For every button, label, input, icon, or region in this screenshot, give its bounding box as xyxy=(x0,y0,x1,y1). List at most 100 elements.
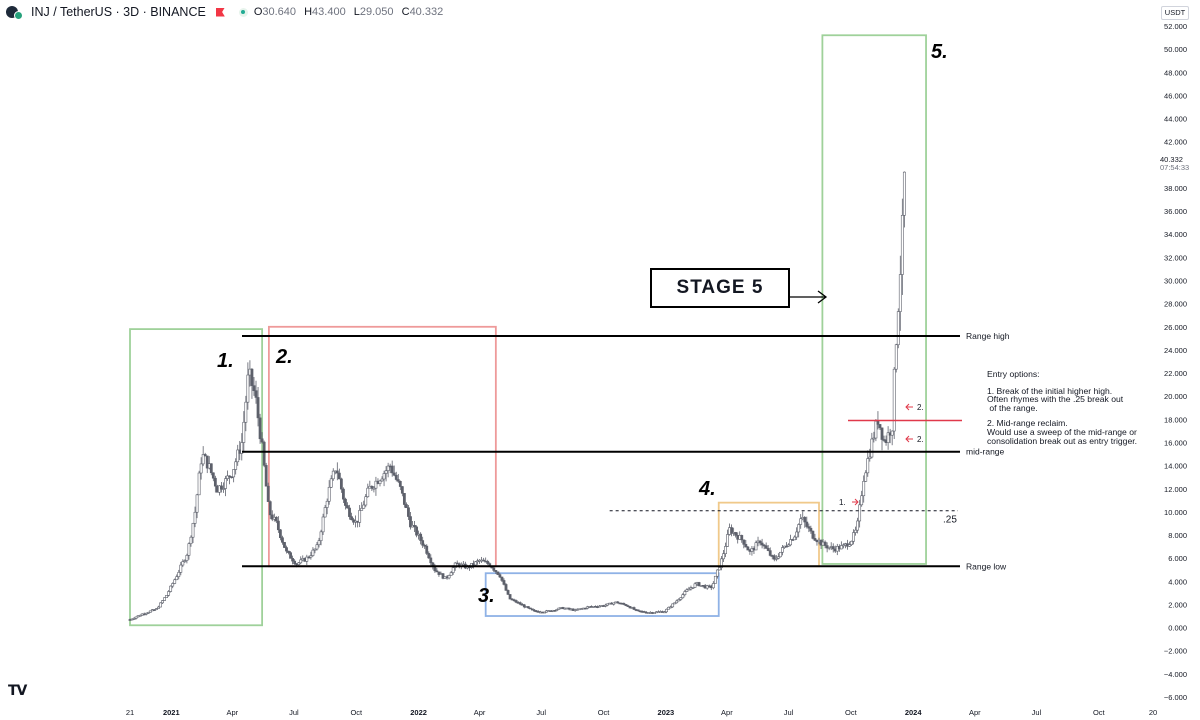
stage-4-number: 4. xyxy=(698,478,716,500)
candle-body xyxy=(797,524,801,533)
candle-body xyxy=(370,485,374,489)
candle-body xyxy=(671,603,675,608)
candle-body xyxy=(167,591,171,596)
candle-body xyxy=(185,555,189,561)
candle-body xyxy=(405,504,408,509)
y-tick-label: 8.000 xyxy=(1168,531,1187,540)
candle-body xyxy=(724,546,727,554)
candle-body xyxy=(632,607,636,610)
candle-body xyxy=(244,401,248,423)
candle-body xyxy=(173,579,177,584)
candle-body xyxy=(360,507,364,511)
candle-body xyxy=(754,542,758,551)
candle-body xyxy=(809,527,813,532)
candle-body xyxy=(841,544,845,547)
candle-body xyxy=(850,540,853,545)
candle-body xyxy=(758,540,762,544)
candle-body xyxy=(531,608,534,611)
x-tick-label: Jul xyxy=(1032,708,1042,717)
candle-body xyxy=(262,441,266,466)
currency-selector[interactable]: USDT xyxy=(1161,6,1189,20)
candle-body xyxy=(854,529,857,533)
candle-body xyxy=(805,521,809,527)
candle-body xyxy=(226,475,229,479)
candle-body xyxy=(183,560,187,562)
x-tick-label: 20 xyxy=(1149,708,1157,717)
candle-body xyxy=(155,608,158,610)
y-tick-label: 44.000 xyxy=(1164,115,1187,124)
candle-body xyxy=(793,536,797,541)
y-tick-label: 36.000 xyxy=(1164,207,1187,216)
market-status-icon[interactable] xyxy=(238,7,248,17)
x-tick-label: Jul xyxy=(784,708,794,717)
candle-body xyxy=(398,481,402,487)
ohlc-values: O30.640 H43.400 L29.050 C40.332 xyxy=(254,6,448,18)
quarter-level-label: .25 xyxy=(943,515,957,526)
y-tick-label: 50.000 xyxy=(1164,45,1187,54)
y-tick-label: −2.000 xyxy=(1164,647,1187,656)
symbol-header[interactable]: INJ / TetherUS · 3D · BINANCE O30.640 H4… xyxy=(6,4,448,20)
stage-3-number: 3. xyxy=(478,585,495,607)
candle-body xyxy=(813,538,817,541)
candle-body xyxy=(407,507,410,517)
candle-body xyxy=(337,472,341,480)
flag-icon[interactable] xyxy=(215,7,225,17)
candle-body xyxy=(421,540,425,546)
candle-body xyxy=(240,442,244,454)
candle-body xyxy=(171,583,175,587)
entry-marker-label: 2. xyxy=(917,403,924,412)
candle-body xyxy=(311,549,315,556)
candle-body xyxy=(683,591,687,595)
entry-note-line5: Would use a sweep of the mid-range or xyxy=(987,426,1137,437)
candle-body xyxy=(522,604,526,608)
candle-body xyxy=(858,504,862,522)
y-tick-label: 38.000 xyxy=(1164,184,1187,193)
stage-5-callout: STAGE 5 xyxy=(650,268,790,308)
candle-body xyxy=(681,594,685,599)
candle-body xyxy=(669,606,673,609)
candle-body xyxy=(718,567,721,571)
candle-body xyxy=(868,456,872,459)
candle-body xyxy=(242,421,246,443)
candle-body xyxy=(179,564,183,573)
tradingview-logo[interactable]: TV xyxy=(8,683,27,699)
candle-body xyxy=(161,600,164,604)
entry-marker-arrow-icon xyxy=(852,498,859,506)
stage-1-number: 1. xyxy=(217,350,234,372)
candle-body xyxy=(892,368,896,432)
candle-body xyxy=(283,542,286,548)
x-tick-label: Apr xyxy=(226,708,238,717)
candle-body xyxy=(760,542,764,546)
candle-body xyxy=(864,472,868,482)
candle-body xyxy=(313,548,317,551)
y-tick-label: 42.000 xyxy=(1164,138,1187,147)
x-tick-label: Apr xyxy=(721,708,733,717)
candle-body xyxy=(309,555,313,558)
candle-body xyxy=(386,465,390,471)
candle-body xyxy=(427,553,431,559)
candle-body xyxy=(350,516,353,521)
candle-body xyxy=(862,480,866,497)
candle-body xyxy=(146,612,150,614)
candle-body xyxy=(435,570,439,573)
y-tick-label: 26.000 xyxy=(1164,323,1187,332)
candle-body xyxy=(839,545,843,550)
candle-body xyxy=(848,544,851,547)
candle-body xyxy=(281,537,284,543)
candle-body xyxy=(486,561,490,564)
candle-body xyxy=(258,417,262,440)
y-tick-label: 52.000 xyxy=(1164,22,1187,31)
candle-body xyxy=(339,478,343,490)
candle-body xyxy=(795,531,799,538)
stage-1-box xyxy=(129,328,264,627)
entry-note-line1: 1. Break of the initial higher high. xyxy=(987,385,1113,396)
candle-body xyxy=(138,615,142,617)
candle-body xyxy=(317,540,321,546)
candle-body xyxy=(276,520,280,531)
range-low-label: Range low xyxy=(966,561,1007,571)
candle-body xyxy=(266,485,270,502)
candle-body xyxy=(177,572,181,577)
candle-body xyxy=(323,507,327,518)
candle-body xyxy=(498,574,502,578)
